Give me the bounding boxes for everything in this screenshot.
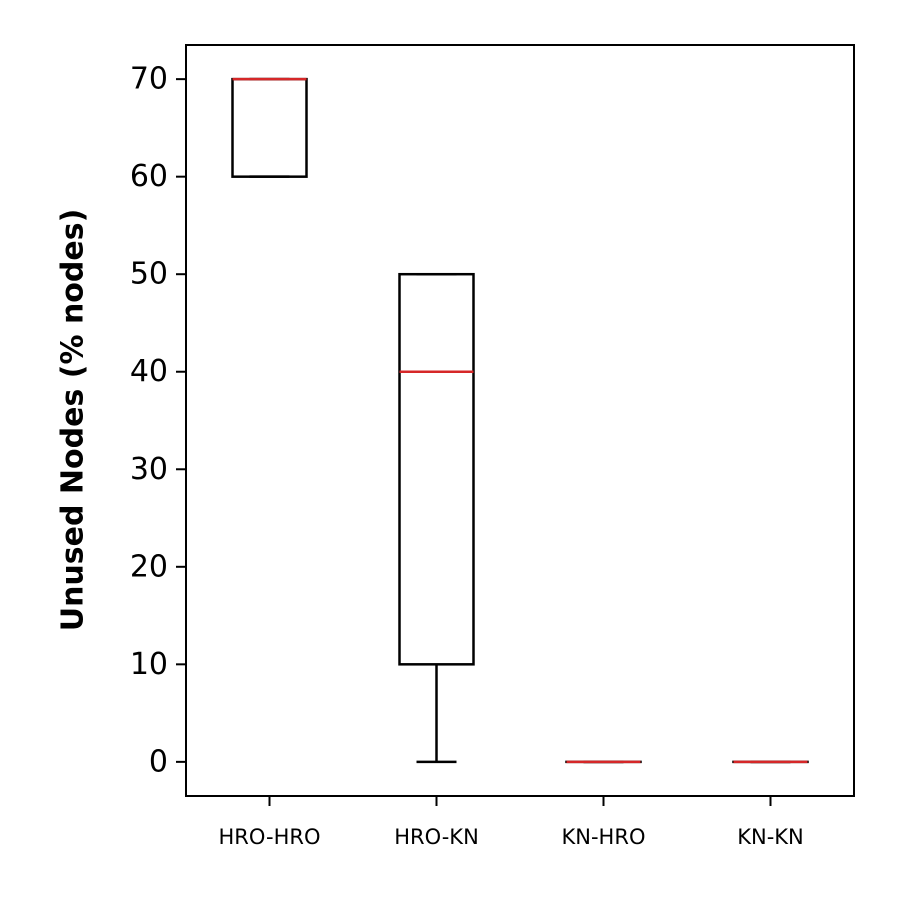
box-body xyxy=(400,274,474,664)
y-tick-label: 50 xyxy=(130,257,168,292)
axes-frame xyxy=(186,45,854,796)
boxes-layer xyxy=(233,79,808,762)
y-tick-label: 20 xyxy=(130,549,168,584)
box-body xyxy=(233,79,307,177)
x-tick-label: KN-KN xyxy=(737,825,804,849)
y-axis-label: Unused Nodes (% nodes) xyxy=(56,209,91,632)
box-group-hro-hro xyxy=(233,79,307,177)
y-tick-label: 40 xyxy=(130,354,168,389)
y-tick-label: 0 xyxy=(149,744,168,779)
y-axis: 0 10 20 30 40 50 60 70 xyxy=(130,62,186,780)
x-axis: HRO-HRO HRO-KN KN-HRO KN-KN xyxy=(219,796,804,849)
y-tick-label: 60 xyxy=(130,159,168,194)
y-tick-label: 70 xyxy=(130,62,168,97)
x-tick-label: HRO-KN xyxy=(394,825,479,849)
x-tick-label: HRO-HRO xyxy=(219,825,321,849)
box-group-hro-kn xyxy=(400,274,474,762)
y-tick-label: 30 xyxy=(130,452,168,487)
x-tick-label: KN-HRO xyxy=(562,825,646,849)
y-tick-label: 10 xyxy=(130,647,168,682)
